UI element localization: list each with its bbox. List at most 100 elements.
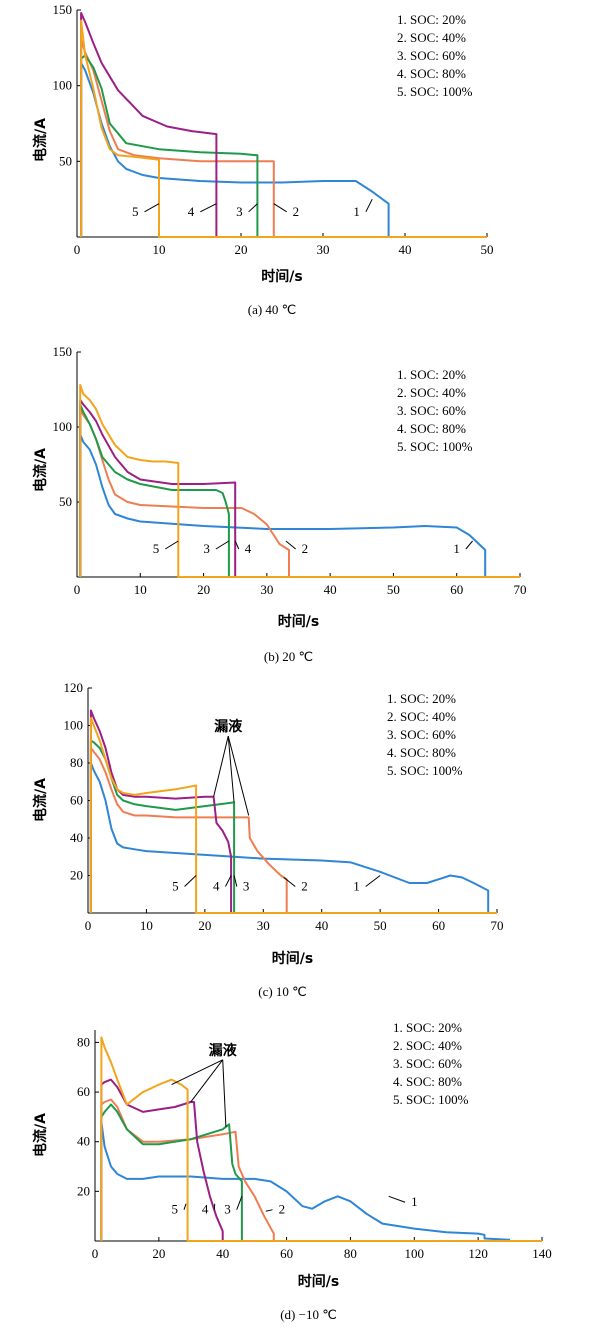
legend-entry: 3. SOC: 60%	[393, 1056, 462, 1071]
legend-entry: 2. SOC: 40%	[393, 1038, 462, 1053]
curve-label: 4	[213, 879, 220, 894]
curve-label: 4	[202, 1202, 209, 1217]
curve-leader	[265, 1209, 273, 1212]
x-tick-label: 40	[216, 1246, 229, 1261]
x-tick-label: 60	[432, 918, 445, 933]
x-tick-label: 30	[317, 242, 330, 257]
legend-entry: 5. SOC: 100%	[387, 763, 463, 778]
y-tick-label: 100	[64, 718, 84, 733]
x-tick-label: 50	[387, 582, 400, 597]
curve-label: 2	[279, 1202, 286, 1217]
legend-entry: 4. SOC: 80%	[397, 421, 466, 436]
y-tick-label: 100	[53, 419, 73, 434]
y-tick-label: 100	[53, 78, 73, 93]
x-tick-label: 10	[140, 918, 153, 933]
curve-leader	[248, 203, 258, 213]
annotation-pointer	[171, 1059, 223, 1086]
x-tick-label: 70	[514, 582, 527, 597]
series-line-1	[89, 762, 497, 914]
series-line-2	[100, 1098, 542, 1242]
curve-label: 1	[453, 541, 460, 556]
y-tick-label: 40	[70, 830, 83, 845]
x-tick-label: 140	[532, 1246, 552, 1261]
legend-entry: 2. SOC: 40%	[397, 30, 466, 45]
legend-entry: 4. SOC: 80%	[393, 1074, 462, 1089]
y-axis-label: 电流/A	[32, 1113, 49, 1157]
series-line-5	[89, 717, 497, 914]
x-tick-label: 40	[324, 582, 337, 597]
y-tick-label: 20	[70, 868, 83, 883]
x-tick-label: 70	[491, 918, 504, 933]
curve-label: 3	[236, 204, 243, 219]
y-tick-label: 40	[77, 1134, 90, 1149]
y-tick-label: 50	[59, 494, 72, 509]
chart-panel-1: 0 10 20 30 40 50 50 100 150 时间/s 电流/A (a) 40 ℃ 1. SO…	[32, 2, 494, 317]
legend-entry: 1. SOC: 20%	[387, 691, 456, 706]
series-line-4	[89, 709, 497, 914]
curve-label: 3	[203, 541, 210, 556]
chart-caption: (b) 20 ℃	[264, 649, 313, 664]
y-tick-label: 50	[59, 153, 72, 168]
curve-label: 1	[353, 204, 360, 219]
x-tick-label: 60	[450, 582, 463, 597]
curve-leader	[184, 875, 197, 887]
curve-label: 2	[301, 879, 308, 894]
legend-entry: 2. SOC: 40%	[397, 385, 466, 400]
y-axis-label: 电流/A	[32, 778, 49, 822]
curve-leader	[365, 875, 381, 887]
x-tick-label: 0	[85, 918, 92, 933]
legend-entry: 4. SOC: 80%	[387, 745, 456, 760]
x-tick-label: 30	[257, 918, 270, 933]
curve-label: 2	[302, 541, 309, 556]
curve-leader	[236, 1196, 243, 1210]
series-line-5	[80, 19, 487, 238]
chart-panel-2: 0 10 20 30 40 50 60 70 50 100 150 时间/s 电流/A (b) 20 ℃ 1…	[32, 344, 527, 664]
curve-leader	[215, 540, 230, 550]
x-tick-label: 0	[74, 242, 81, 257]
annotation-pointer	[227, 736, 235, 803]
annotation-pointer	[222, 1059, 227, 1127]
curve-label: 1	[411, 1194, 418, 1209]
series-line-1	[100, 1120, 511, 1241]
curve-leader	[144, 203, 160, 213]
series-line-2	[89, 747, 497, 914]
x-axis-label: 时间/s	[272, 950, 313, 967]
x-tick-label: 50	[481, 242, 494, 257]
x-axis-label: 时间/s	[261, 268, 302, 285]
legend-entry: 1. SOC: 20%	[397, 367, 466, 382]
legend-entry: 3. SOC: 60%	[397, 48, 466, 63]
series-line-2	[80, 39, 487, 238]
curve-leader	[234, 540, 240, 550]
x-tick-label: 0	[74, 582, 81, 597]
legend-entry: 4. SOC: 80%	[397, 66, 466, 81]
curve-label: 5	[153, 541, 160, 556]
x-tick-label: 10	[153, 242, 166, 257]
y-tick-label: 80	[70, 755, 83, 770]
annotation-pointer	[213, 736, 229, 797]
chart-caption: (c) 10 ℃	[258, 984, 307, 999]
curve-leader	[225, 875, 232, 887]
legend-entry: 5. SOC: 100%	[397, 439, 473, 454]
chart-panel-3: 0 10 20 30 40 50 60 70 20 40 60 80 100 120 时间/s 电流/A (c)…	[32, 680, 504, 999]
x-axis-label: 时间/s	[278, 613, 319, 630]
x-tick-label: 20	[235, 242, 248, 257]
curve-label: 2	[293, 204, 300, 219]
annotation-pointer	[227, 736, 250, 816]
curve-leader	[165, 540, 179, 550]
x-tick-label: 40	[399, 242, 412, 257]
x-tick-label: 120	[468, 1246, 488, 1261]
series-line-3	[89, 739, 497, 914]
legend-entry: 1. SOC: 20%	[397, 12, 466, 27]
x-tick-label: 30	[260, 582, 273, 597]
x-tick-label: 10	[134, 582, 147, 597]
series-line-3	[79, 403, 520, 578]
y-axis-label: 电流/A	[32, 448, 49, 492]
x-tick-label: 60	[280, 1246, 293, 1261]
y-tick-label: 150	[53, 2, 73, 17]
x-tick-label: 40	[315, 918, 328, 933]
x-tick-label: 20	[197, 582, 210, 597]
curve-label: 5	[172, 879, 179, 894]
x-axis-label: 时间/s	[298, 1273, 339, 1290]
curve-leader	[200, 203, 217, 213]
x-tick-label: 0	[92, 1246, 99, 1261]
